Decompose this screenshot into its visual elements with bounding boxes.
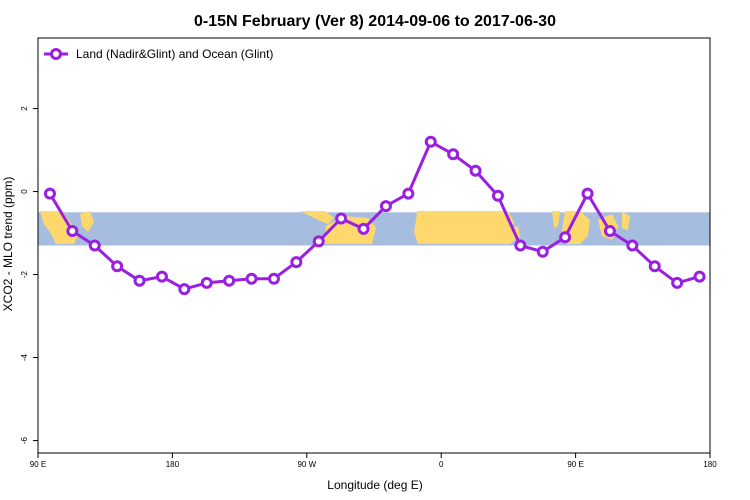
- data-point-0-10: [267, 272, 280, 285]
- y-axis-label: XCO2 - MLO trend (ppm): [1, 177, 15, 312]
- data-point-0-18: [447, 148, 460, 161]
- land-central-america: [300, 211, 334, 224]
- data-point-0-12: [312, 235, 325, 248]
- data-point-0-15: [379, 200, 392, 213]
- land-india: [552, 211, 560, 228]
- chart-title: 0-15N February (Ver 8) 2014-09-06 to 201…: [194, 13, 556, 30]
- data-point-0-17: [424, 135, 437, 148]
- data-point-0-22: [536, 245, 549, 258]
- data-point-0-4: [133, 274, 146, 287]
- land-southeast-asia: [40, 211, 78, 244]
- x-axis: 90 E 180 90 W 0 90 E 180: [30, 453, 717, 469]
- x-tick-label-3: 0: [439, 460, 444, 469]
- land-africa: [414, 211, 514, 244]
- data-point-0-14: [357, 222, 370, 235]
- y-tick-label-3: -4: [20, 353, 29, 361]
- data-point-0-23: [559, 231, 572, 244]
- y-tick-label-0: 2: [20, 106, 29, 111]
- y-tick-label-2: -2: [20, 270, 29, 278]
- data-point-0-0: [43, 187, 56, 200]
- y-tick-label-1: 0: [20, 189, 29, 194]
- data-point-0-13: [335, 212, 348, 225]
- data-point-0-24: [581, 187, 594, 200]
- x-tick-label-2: 90 W: [297, 460, 316, 469]
- data-point-0-20: [491, 189, 504, 202]
- land-shapes: [40, 211, 630, 244]
- data-point-0-11: [290, 256, 303, 269]
- y-tick-label-4: -6: [20, 436, 29, 444]
- y-axis: 2 0 -2 -4 -6: [20, 106, 38, 444]
- data-point-0-28: [671, 276, 684, 289]
- x-tick-label-0: 90 E: [30, 460, 46, 469]
- data-point-0-26: [626, 239, 639, 252]
- series-layer: [43, 135, 706, 296]
- legend-marker: [50, 48, 62, 60]
- data-point-0-1: [66, 224, 79, 237]
- legend-label: Land (Nadir&Glint) and Ocean (Glint): [76, 47, 273, 61]
- data-point-0-5: [155, 270, 168, 283]
- data-point-0-2: [88, 239, 101, 252]
- data-point-0-9: [245, 272, 258, 285]
- data-point-0-19: [469, 164, 482, 177]
- legend: Land (Nadir&Glint) and Ocean (Glint): [44, 47, 273, 61]
- x-tick-label-4: 90 E: [567, 460, 583, 469]
- land-indonesia: [80, 211, 94, 232]
- x-axis-label: Longitude (deg E): [327, 478, 422, 492]
- x-tick-label-1: 180: [166, 460, 180, 469]
- data-point-0-6: [178, 283, 191, 296]
- data-point-0-27: [648, 260, 661, 273]
- data-point-0-3: [111, 260, 124, 273]
- land-borneo: [622, 212, 630, 230]
- data-point-0-25: [603, 224, 616, 237]
- plot-frame: [37, 37, 711, 454]
- data-point-0-8: [223, 274, 236, 287]
- data-point-0-21: [514, 239, 527, 252]
- x-tick-label-5: 180: [703, 460, 717, 469]
- data-point-0-16: [402, 187, 415, 200]
- data-point-0-7: [200, 276, 213, 289]
- data-point-0-29: [693, 270, 706, 283]
